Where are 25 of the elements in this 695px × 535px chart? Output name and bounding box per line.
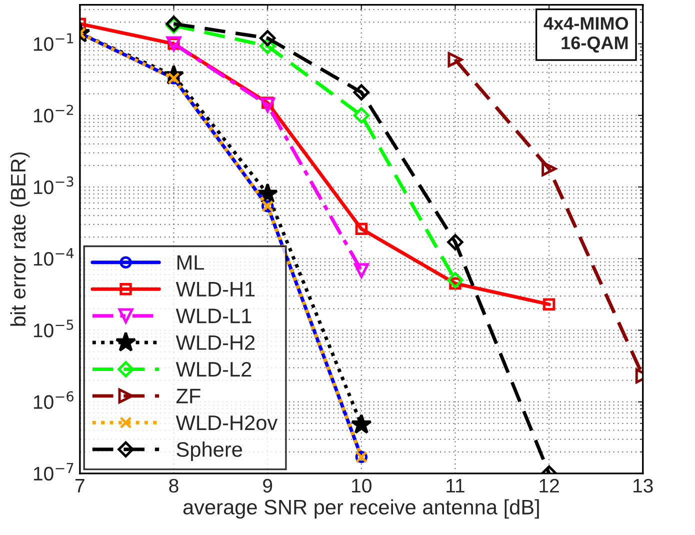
y-tick-label: 10$^{−2}$ (34, 104, 73, 122)
legend-label: WLD-H2ov (176, 415, 278, 430)
y-tick-label: 10$^{−3}$ (34, 176, 74, 194)
y-tick-label: 10$^{−4}$ (34, 248, 74, 266)
legend-label: ZF (176, 388, 200, 404)
y-axis-title: bit error rate (BER) (10, 152, 30, 326)
annotation: 4x4-MIMO 16-QAM (544, 17, 628, 53)
x-tick-label: 9 (263, 478, 272, 493)
x-axis-title: average SNR per receive antenna [dB] (183, 499, 539, 519)
y-tick-label: 10$^{−1}$ (34, 33, 74, 51)
x-tick-label: 13 (634, 478, 653, 493)
x-tick-label: 10 (352, 478, 372, 493)
legend-label: Sphere (176, 442, 242, 461)
x-tick-label: 7 (76, 479, 84, 492)
y-tick-label: 10$^{−6}$ (34, 391, 74, 409)
y-tick-label: 10$^{−7}$ (34, 463, 74, 481)
x-tick-label: 12 (540, 478, 559, 492)
legend-label: WLD-H2 (176, 335, 255, 350)
legend-label: WLD-L1 (176, 308, 252, 324)
x-tick-label: 8 (169, 478, 178, 493)
legend-label: WLD-L2 (176, 362, 252, 377)
x-tick-label: 11 (446, 479, 464, 492)
y-tick-label: 10$^{−5}$ (34, 320, 74, 338)
legend-label: ML (177, 255, 204, 270)
legend-label: WLD-H1 (176, 282, 255, 296)
